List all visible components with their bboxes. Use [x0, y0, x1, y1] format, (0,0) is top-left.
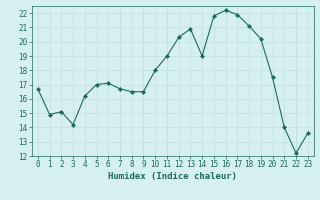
- X-axis label: Humidex (Indice chaleur): Humidex (Indice chaleur): [108, 172, 237, 181]
